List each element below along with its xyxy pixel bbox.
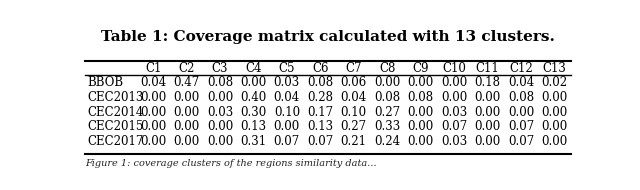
Text: 0.00: 0.00	[408, 76, 434, 89]
Text: 0.17: 0.17	[307, 105, 333, 119]
Text: 0.47: 0.47	[173, 76, 200, 89]
Text: 0.04: 0.04	[340, 91, 367, 104]
Text: C3: C3	[212, 62, 228, 75]
Text: 0.00: 0.00	[408, 105, 434, 119]
Text: 0.33: 0.33	[374, 120, 400, 133]
Text: 0.00: 0.00	[173, 105, 200, 119]
Text: 0.00: 0.00	[474, 105, 500, 119]
Text: C2: C2	[179, 62, 195, 75]
Text: 0.00: 0.00	[140, 105, 166, 119]
Text: 0.13: 0.13	[241, 120, 266, 133]
Text: 0.28: 0.28	[307, 91, 333, 104]
Text: 0.03: 0.03	[207, 105, 233, 119]
Text: 0.00: 0.00	[140, 135, 166, 148]
Text: 0.00: 0.00	[441, 91, 467, 104]
Text: 0.04: 0.04	[274, 91, 300, 104]
Text: 0.00: 0.00	[140, 91, 166, 104]
Text: C11: C11	[476, 62, 499, 75]
Text: C1: C1	[145, 62, 161, 75]
Text: 0.00: 0.00	[541, 120, 568, 133]
Text: 0.00: 0.00	[207, 91, 233, 104]
Text: 0.21: 0.21	[340, 135, 367, 148]
Text: 0.24: 0.24	[374, 135, 400, 148]
Text: 0.04: 0.04	[140, 76, 166, 89]
Text: 0.06: 0.06	[340, 76, 367, 89]
Text: 0.07: 0.07	[441, 120, 467, 133]
Text: 0.03: 0.03	[274, 76, 300, 89]
Text: 0.00: 0.00	[207, 135, 233, 148]
Text: 0.00: 0.00	[240, 76, 266, 89]
Text: 0.08: 0.08	[307, 76, 333, 89]
Text: 0.00: 0.00	[408, 120, 434, 133]
Text: CEC2013: CEC2013	[88, 91, 144, 104]
Text: 0.03: 0.03	[441, 105, 467, 119]
Text: 0.00: 0.00	[140, 120, 166, 133]
Text: 0.07: 0.07	[508, 135, 534, 148]
Text: 0.00: 0.00	[173, 91, 200, 104]
Text: 0.00: 0.00	[474, 135, 500, 148]
Text: CEC2014: CEC2014	[88, 105, 144, 119]
Text: 0.08: 0.08	[374, 91, 400, 104]
Text: 0.13: 0.13	[307, 120, 333, 133]
Text: 0.31: 0.31	[241, 135, 266, 148]
Text: 0.00: 0.00	[207, 120, 233, 133]
Text: 0.00: 0.00	[173, 135, 200, 148]
Text: C10: C10	[442, 62, 466, 75]
Text: C7: C7	[346, 62, 362, 75]
Text: 0.07: 0.07	[508, 120, 534, 133]
Text: 0.07: 0.07	[274, 135, 300, 148]
Text: 0.27: 0.27	[374, 105, 400, 119]
Text: C4: C4	[245, 62, 262, 75]
Text: 0.00: 0.00	[474, 120, 500, 133]
Text: 0.00: 0.00	[474, 91, 500, 104]
Text: Figure 1: coverage clusters of the regions similarity data...: Figure 1: coverage clusters of the regio…	[85, 159, 376, 168]
Text: 0.10: 0.10	[274, 105, 300, 119]
Text: Table 1: Coverage matrix calculated with 13 clusters.: Table 1: Coverage matrix calculated with…	[101, 30, 555, 44]
Text: C9: C9	[412, 62, 429, 75]
Text: 0.30: 0.30	[240, 105, 266, 119]
Text: 0.08: 0.08	[408, 91, 434, 104]
Text: 0.00: 0.00	[441, 76, 467, 89]
Text: 0.00: 0.00	[541, 91, 568, 104]
Text: CEC2017: CEC2017	[88, 135, 144, 148]
Text: 0.08: 0.08	[508, 91, 534, 104]
Text: 0.00: 0.00	[541, 105, 568, 119]
Text: CEC2015: CEC2015	[88, 120, 144, 133]
Text: 0.18: 0.18	[474, 76, 500, 89]
Text: C8: C8	[379, 62, 396, 75]
Text: 0.00: 0.00	[173, 120, 200, 133]
Text: 0.00: 0.00	[374, 76, 400, 89]
Text: 0.00: 0.00	[541, 135, 568, 148]
Text: C13: C13	[542, 62, 566, 75]
Text: C6: C6	[312, 62, 328, 75]
Text: C12: C12	[509, 62, 532, 75]
Text: 0.00: 0.00	[274, 120, 300, 133]
Text: 0.04: 0.04	[508, 76, 534, 89]
Text: 0.02: 0.02	[541, 76, 568, 89]
Text: 0.00: 0.00	[508, 105, 534, 119]
Text: 0.07: 0.07	[307, 135, 333, 148]
Text: 0.08: 0.08	[207, 76, 233, 89]
Text: 0.10: 0.10	[340, 105, 367, 119]
Text: 0.00: 0.00	[408, 135, 434, 148]
Text: 0.40: 0.40	[240, 91, 266, 104]
Text: 0.03: 0.03	[441, 135, 467, 148]
Text: BBOB: BBOB	[88, 76, 124, 89]
Text: 0.27: 0.27	[340, 120, 367, 133]
Text: C5: C5	[278, 62, 295, 75]
